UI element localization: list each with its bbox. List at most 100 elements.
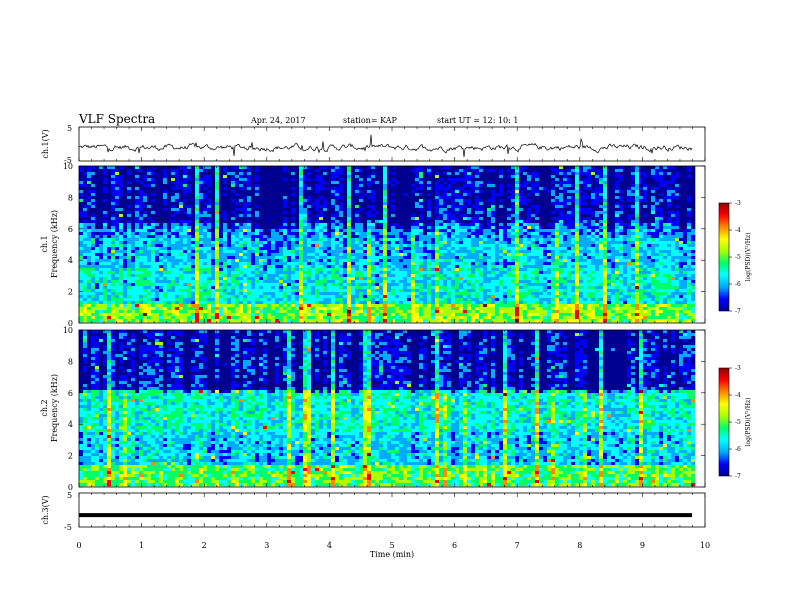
spectrogram-cell (235, 262, 240, 266)
spectrogram-cell (423, 193, 428, 197)
spectrogram-cell (87, 292, 92, 296)
spectrogram-cell (359, 280, 364, 284)
spectrogram-cell (263, 268, 268, 272)
spectrogram-cell (103, 235, 108, 239)
spectrogram-cell (451, 277, 456, 281)
spectrogram-cell (395, 241, 400, 245)
spectrogram-cell (311, 223, 316, 227)
spectrogram-cell (451, 199, 456, 203)
spectrogram-cell (107, 277, 112, 281)
spectrogram-cell (127, 250, 132, 254)
spectrogram-cell (395, 289, 400, 293)
spectrogram-cell (203, 175, 208, 179)
spectrogram-cell (387, 229, 392, 233)
spectrogram-cell (415, 226, 420, 230)
spectrogram-cell (267, 208, 272, 212)
spectrogram-cell (379, 283, 384, 287)
spectrogram-cell (287, 298, 292, 302)
spectrogram-cell (111, 214, 116, 218)
spectrogram-cell (335, 301, 340, 305)
spectrogram-cell (91, 193, 96, 197)
spectrogram-cell (295, 229, 300, 233)
spectrogram-cell (331, 265, 336, 269)
spectrogram-cell (275, 229, 280, 233)
spectrogram-cell (311, 208, 316, 212)
spectrogram-cell (231, 184, 236, 188)
spectrogram-cell (431, 220, 436, 224)
spectrogram-cell (147, 166, 152, 170)
spectrogram-cell (79, 220, 84, 224)
spectrogram-cell (143, 196, 148, 200)
spectrogram-cell (395, 172, 400, 176)
spectrogram-cell (311, 268, 316, 272)
spectrogram-cell (183, 250, 188, 254)
spectrogram-cell (143, 199, 148, 203)
spectrogram-cell (303, 313, 308, 317)
spectrogram-cell (407, 250, 412, 254)
spectrogram-cell (207, 232, 212, 236)
spectrogram-cell (235, 286, 240, 290)
spectrogram-cell (379, 229, 384, 233)
spectrogram-cell (291, 229, 296, 233)
spectrogram-cell (195, 280, 200, 284)
spectrogram-cell (263, 166, 268, 170)
spectrogram-cell (191, 169, 196, 173)
spectrogram-cell (143, 217, 148, 221)
spectrogram-cell (223, 277, 228, 281)
spectrogram-cell (95, 184, 100, 188)
spectrogram-cell (167, 307, 172, 311)
spectrogram-cell (415, 259, 420, 263)
spectrogram-cell (263, 298, 268, 302)
spectrogram-cell (395, 268, 400, 272)
spectrogram-cell (147, 226, 152, 230)
spectrogram-cell (355, 187, 360, 191)
spectrogram-cell (399, 181, 404, 185)
spectrogram-cell (123, 205, 128, 209)
spectrogram-cell (347, 316, 352, 320)
spectrogram-cell (223, 175, 228, 179)
spectrogram-cell (211, 220, 216, 224)
spectrogram-cell (407, 283, 412, 287)
spectrogram-cell (275, 241, 280, 245)
spectrogram-cell (163, 169, 168, 173)
spectrogram-cell (311, 292, 316, 296)
spectrogram-cell (243, 274, 248, 278)
spectrogram-cell (79, 181, 84, 185)
spectrogram-cell (135, 241, 140, 245)
spectrogram-cell (103, 319, 108, 323)
spectrogram-cell (83, 172, 88, 176)
spectrogram-cell (435, 310, 440, 314)
spectrogram-cell (219, 277, 224, 281)
spectrogram-cell (279, 166, 284, 170)
spectrogram-cell (159, 277, 164, 281)
spectrogram-cell (399, 319, 404, 323)
spectrogram-cell (223, 190, 228, 194)
spectrogram-cell (379, 241, 384, 245)
spectrogram-cell (347, 277, 352, 281)
spectrogram-cell (99, 319, 104, 323)
spectrogram-cell (287, 259, 292, 263)
spectrogram-cell (319, 166, 324, 170)
spectrogram-cell (371, 199, 376, 203)
spectrogram-cell (367, 202, 372, 206)
spectrogram-cell (235, 268, 240, 272)
spectrogram-cell (279, 316, 284, 320)
spectrogram-cell (367, 262, 372, 266)
spectrogram-cell (103, 220, 108, 224)
spectrogram-cell (423, 283, 428, 287)
spectrogram-cell (159, 274, 164, 278)
spectrogram-cell (167, 280, 172, 284)
spectrogram-cell (287, 247, 292, 251)
spectrogram-cell (187, 232, 192, 236)
spectrogram-cell (179, 235, 184, 239)
spectrogram-cell (139, 223, 144, 227)
spectrogram-cell (243, 220, 248, 224)
spectrogram-cell (211, 238, 216, 242)
spectrogram-cell (383, 169, 388, 173)
spectrogram-cell (99, 271, 104, 275)
spectrogram-cell (363, 214, 368, 218)
spectrogram-cell (307, 190, 312, 194)
spectrogram-cell (355, 268, 360, 272)
spectrogram-cell (319, 220, 324, 224)
spectrogram-cell (183, 166, 188, 170)
